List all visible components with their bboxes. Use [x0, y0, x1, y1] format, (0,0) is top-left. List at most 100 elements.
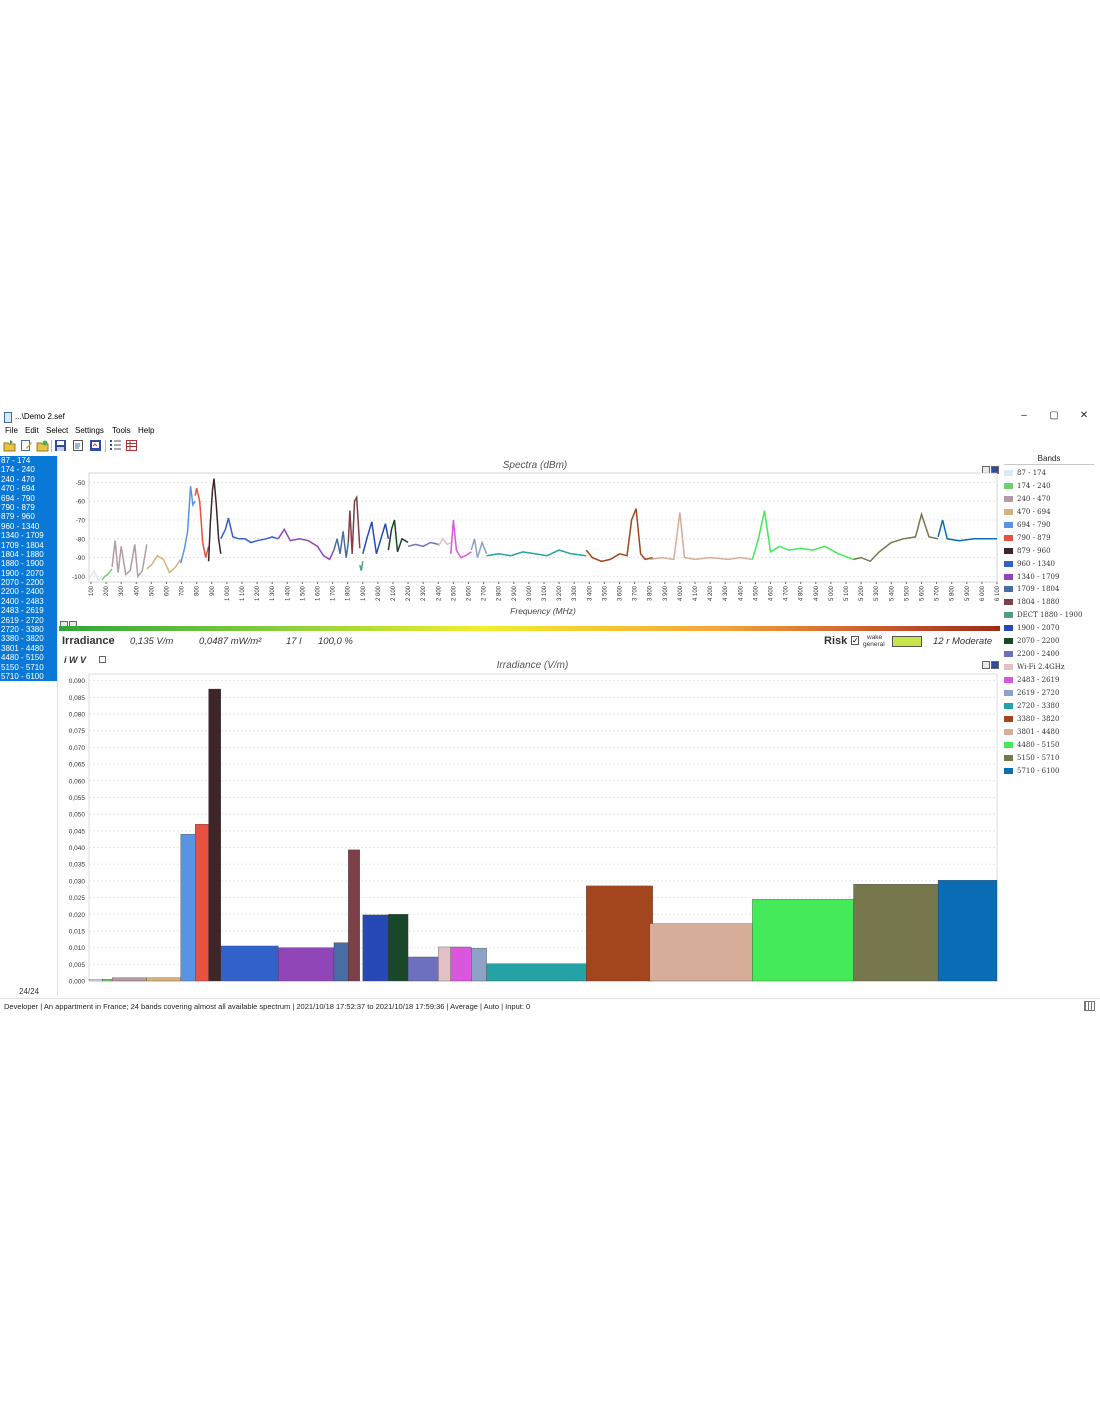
list-settings-icon[interactable] [109, 439, 122, 452]
spectrum-series-line [470, 538, 488, 558]
band-list-item[interactable]: 1709 - 1804 [0, 540, 57, 550]
legend-item[interactable]: 5710 - 6100 [1004, 765, 1094, 778]
irradiance-bar [101, 979, 113, 982]
irradiance-bar [586, 885, 653, 982]
legend-item[interactable]: 1709 - 1804 [1004, 583, 1094, 596]
band-list-item[interactable]: 879 - 960 [0, 512, 57, 522]
legend-item[interactable]: 174 - 240 [1004, 480, 1094, 493]
band-list-item[interactable]: 1340 - 1709 [0, 531, 57, 541]
band-list-item[interactable]: 2483 - 2619 [0, 606, 57, 616]
legend-item[interactable]: 1804 - 1880 [1004, 596, 1094, 609]
band-list-item[interactable]: 174 - 240 [0, 465, 57, 475]
irradiance-restore-button[interactable] [982, 661, 990, 669]
spectrum-series-line [220, 517, 279, 544]
irradiance-y-tick: 0,040 [69, 845, 86, 852]
edit-document-icon[interactable] [20, 439, 33, 452]
band-list-item[interactable]: 4480 - 5150 [0, 653, 57, 663]
legend-swatch [1004, 534, 1013, 541]
irradiance-save-button[interactable] [991, 661, 999, 669]
legend-swatch [1004, 689, 1013, 696]
band-list-item[interactable]: 2070 - 2200 [0, 578, 57, 588]
irradiance-bar [362, 914, 389, 982]
spectrum-series-line [277, 527, 335, 561]
band-list-item[interactable]: 694 - 790 [0, 493, 57, 503]
menu-settings[interactable]: Settings [75, 426, 104, 435]
band-list-item[interactable]: 790 - 879 [0, 502, 57, 513]
menu-file[interactable]: File [5, 426, 18, 435]
legend-label: 2070 - 2200 [1017, 637, 1060, 646]
band-list-item[interactable]: 1880 - 1900 [0, 559, 57, 569]
band-list-item[interactable]: 5150 - 5710 [0, 662, 57, 672]
legend-item[interactable]: 2200 - 2400 [1004, 648, 1094, 661]
minimize-button[interactable]: – [1021, 410, 1027, 421]
menu-tools[interactable]: Tools [112, 426, 131, 435]
irradiance-y-tick: 0,050 [69, 812, 86, 819]
legend-item[interactable]: 1900 - 2070 [1004, 622, 1094, 635]
spectra-x-tick: 4 400 [738, 585, 744, 601]
maximize-button[interactable]: ▢ [1049, 410, 1059, 421]
keyboard-icon[interactable] [1084, 1001, 1095, 1011]
spectra-x-tick: 3 100 [542, 585, 548, 601]
export-icon[interactable] [89, 439, 102, 452]
menu-select[interactable]: Select [46, 426, 69, 435]
close-button[interactable]: ✕ [1079, 410, 1089, 421]
legend-item[interactable]: 470 - 694 [1004, 506, 1094, 519]
band-list-item[interactable]: 960 - 1340 [0, 521, 57, 532]
legend-item[interactable]: 2070 - 2200 [1004, 635, 1094, 648]
legend-swatch [1004, 638, 1013, 645]
unit-toggle[interactable]: i W V [64, 655, 86, 665]
band-list-item[interactable]: 2400 - 2483 [0, 596, 57, 607]
legend-item[interactable]: 960 - 1340 [1004, 558, 1094, 571]
legend-item[interactable]: 2619 - 2720 [1004, 687, 1094, 700]
band-list-item[interactable]: 2200 - 2400 [0, 587, 57, 597]
band-list-item[interactable]: 240 - 470 [0, 474, 57, 485]
spectra-x-tick: 1 700 [331, 585, 337, 601]
legend-item[interactable]: 1340 - 1709 [1004, 571, 1094, 584]
unit-checkbox[interactable] [99, 656, 106, 663]
legend-item[interactable]: 4480 - 5150 [1004, 739, 1094, 752]
legend-item[interactable]: 2720 - 3380 [1004, 700, 1094, 713]
window-title: ...\Demo 2.sef [15, 412, 65, 421]
band-list-item[interactable]: 470 - 694 [0, 484, 57, 494]
irradiance-bar [348, 849, 360, 982]
risk-checkbox[interactable]: ✓ [851, 636, 859, 645]
spectra-x-tick: 3 700 [633, 585, 639, 601]
legend-item[interactable]: 2483 - 2619 [1004, 674, 1094, 687]
irradiance-y-tick: 0,010 [69, 945, 86, 952]
legend-swatch [1004, 508, 1013, 515]
band-list-item[interactable]: 87 - 174 [0, 456, 57, 466]
spectrum-series-line [450, 519, 472, 559]
legend-label: Wi-Fi 2.4GHz [1017, 663, 1065, 672]
menu-help[interactable]: Help [138, 426, 155, 435]
legend-item[interactable]: 3380 - 3820 [1004, 713, 1094, 726]
legend-label: 174 - 240 [1017, 481, 1051, 490]
folder-refresh-icon[interactable] [36, 439, 49, 452]
band-list-item[interactable]: 2720 - 3380 [0, 625, 57, 635]
save-icon[interactable] [54, 439, 67, 452]
legend-item[interactable]: Wi-Fi 2.4GHz [1004, 661, 1094, 674]
band-list-item[interactable]: 3801 - 4480 [0, 643, 57, 654]
menu-edit[interactable]: Edit [25, 426, 39, 435]
spectra-x-tick: 2 600 [466, 585, 472, 601]
spectra-x-tick: 100 [89, 585, 95, 596]
legend-item[interactable]: 879 - 960 [1004, 545, 1094, 558]
legend-item[interactable]: 5150 - 5710 [1004, 752, 1094, 765]
band-list-item[interactable]: 5710 - 6100 [0, 671, 57, 682]
band-list-item[interactable]: 1900 - 2070 [0, 568, 57, 579]
legend-item[interactable]: 3801 - 4480 [1004, 726, 1094, 739]
legend-item[interactable]: DECT 1880 - 1900 [1004, 609, 1094, 622]
legend-item[interactable]: 87 - 174 [1004, 467, 1094, 480]
legend-item[interactable]: 790 - 879 [1004, 532, 1094, 545]
band-list-item[interactable]: 2619 - 2720 [0, 615, 57, 626]
legend-label: 879 - 960 [1017, 546, 1051, 555]
legend-item[interactable]: 694 - 790 [1004, 519, 1094, 532]
table-icon[interactable] [125, 439, 138, 452]
band-list-item[interactable]: 3380 - 3820 [0, 634, 57, 644]
spectrum-series-line [347, 494, 361, 554]
open-folder-icon[interactable] [3, 439, 16, 452]
legend-item[interactable]: 240 - 470 [1004, 493, 1094, 506]
band-list-item[interactable]: 1804 - 1880 [0, 549, 57, 560]
band-list[interactable]: 87 - 174 174 - 240 240 - 470 470 - 694 694 -… [0, 456, 57, 682]
report-icon[interactable] [72, 439, 85, 452]
spectrum-series-line [362, 521, 390, 555]
